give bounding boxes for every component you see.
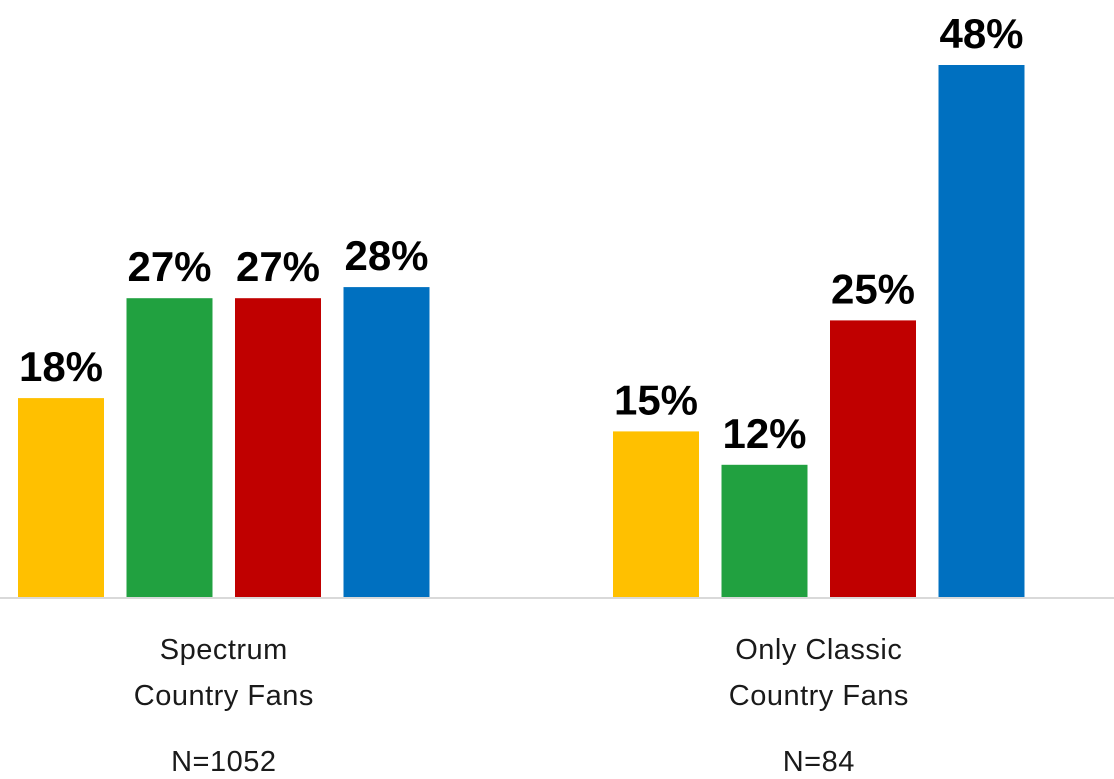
bar-group1-series3 xyxy=(235,298,321,598)
category-label-group2-line1: Only Classic xyxy=(735,634,902,666)
sample-size-label-group2: N=84 xyxy=(783,746,855,778)
bar-group2-series4 xyxy=(938,65,1025,598)
data-label-group2-series1: 15% xyxy=(614,376,698,423)
data-label-group2-series4: 48% xyxy=(939,10,1023,57)
bar-group1-series2 xyxy=(126,298,213,598)
category-label-group2-line2: Country Fans xyxy=(729,680,909,712)
data-label-group1-series3: 27% xyxy=(236,243,320,290)
bar-group1-series4 xyxy=(343,287,430,598)
bar-group1-series1 xyxy=(18,398,104,598)
data-label-group1-series2: 27% xyxy=(127,243,211,290)
data-label-group2-series2: 12% xyxy=(722,410,806,457)
data-label-group2-series3: 25% xyxy=(831,265,915,312)
bar-group2-series2 xyxy=(721,464,808,599)
category-label-group1-line1: Spectrum xyxy=(160,634,288,666)
bar-group2-series3 xyxy=(830,320,916,598)
data-label-group1-series1: 18% xyxy=(19,343,103,390)
sample-size-label-group1: N=1052 xyxy=(171,746,276,778)
data-label-group1-series4: 28% xyxy=(344,232,428,279)
bars-layer xyxy=(18,65,1025,599)
category-labels-layer: Spectrum Country Fans N=1052 Only Classic Co… xyxy=(134,634,909,778)
bar-group2-series1 xyxy=(613,431,699,598)
category-label-group1-line2: Country Fans xyxy=(134,680,314,712)
value-labels-layer: 18% 27% 27% 28% 15% 12% 25% 48% xyxy=(19,10,1024,457)
